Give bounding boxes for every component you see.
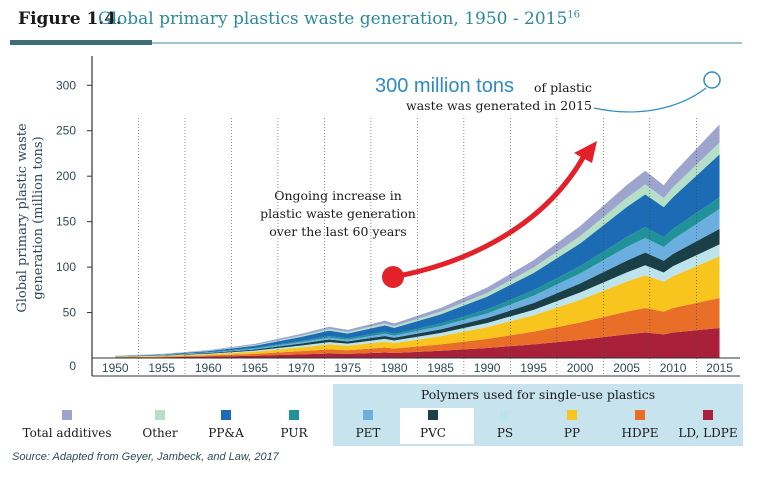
area-series-hdpe xyxy=(115,298,720,358)
figure-title-superscript: 16 xyxy=(567,9,581,21)
legend-swatch-pvc xyxy=(428,410,438,420)
callout-small-text-1: of plastic xyxy=(534,80,592,95)
x-tick-label: 1995 xyxy=(520,361,547,375)
legend-label-ld-ldpe: LD, LDPE xyxy=(678,426,737,440)
trend-text-line-3: over the last 60 years xyxy=(269,224,406,239)
x-tick-labels: 1950 1955 1960 1965 1970 1975 1980 1985 1990 1995… xyxy=(102,361,733,375)
legend-swatch-pp xyxy=(567,410,577,420)
trend-text-line-2: plastic waste generation xyxy=(260,206,416,221)
y-axis-label-line-1: Global primary plastic waste xyxy=(15,123,30,313)
legend-swatch-pur xyxy=(289,410,299,420)
y-tick-label: 250 xyxy=(56,124,76,138)
figure-title: Global primary plastics waste generation… xyxy=(98,9,580,29)
legend: Polymers used for single-use plastics To… xyxy=(23,384,743,446)
legend-swatch-hdpe xyxy=(635,410,645,420)
trend-arrow-dot-icon xyxy=(382,266,404,288)
header-rule-light xyxy=(152,42,742,44)
x-tick-label: 1965 xyxy=(241,361,268,375)
y-tick-label: 150 xyxy=(56,215,76,229)
area-series-ld-ldpe xyxy=(115,328,720,358)
legend-label-pp: PP xyxy=(564,426,580,440)
callout-annotation: 300 million tons of plastic waste was ge… xyxy=(375,71,721,113)
callout-big-text: 300 million tons xyxy=(375,75,514,97)
x-tick-label: 1975 xyxy=(334,361,361,375)
x-tick-label: 2015 xyxy=(706,361,733,375)
x-tick-label: 1990 xyxy=(474,361,501,375)
legend-label-pur: PUR xyxy=(280,426,308,440)
x-tick-label: 1980 xyxy=(381,361,408,375)
trend-annotation: Ongoing increase in plastic waste genera… xyxy=(260,141,597,288)
y-tick-label: 300 xyxy=(56,78,76,92)
axes-group xyxy=(87,56,740,377)
legend-items: Total additives Other PP&A PUR PET PVC PS PP HDP… xyxy=(23,410,738,440)
x-tick-label: 2005 xyxy=(613,361,640,375)
header-rule-dark xyxy=(10,40,152,45)
legend-label-total-additives: Total additives xyxy=(23,426,112,440)
legend-swatch-other xyxy=(155,410,165,420)
source-note: Source: Adapted from Geyer, Jambeck, and… xyxy=(12,451,279,463)
x-tick-label: 2000 xyxy=(567,361,594,375)
y-tick-label: 100 xyxy=(56,260,76,274)
figure-number: Figure 1.4. xyxy=(18,9,122,29)
y-tick-labels: 0 50 100 150 200 250 300 xyxy=(56,78,76,373)
legend-swatch-pet xyxy=(363,410,373,420)
legend-label-pp-a: PP&A xyxy=(208,426,244,440)
trend-text-line-1: Ongoing increase in xyxy=(274,188,402,203)
y-axis-label-line-2: generation (million tons) xyxy=(31,136,46,299)
legend-swatch-pp-a xyxy=(221,410,231,420)
figure-header: Figure 1.4. Global primary plastics wast… xyxy=(0,0,770,50)
figure-title-text: Global primary plastics waste generation… xyxy=(98,9,568,29)
callout-small-text-2: waste was generated in 2015 xyxy=(406,98,592,113)
legend-label-pet: PET xyxy=(356,426,381,440)
legend-swatch-total-additives xyxy=(62,410,72,420)
area-series-pp xyxy=(115,256,720,358)
legend-swatch-ps xyxy=(500,410,510,420)
y-tick-label: 0 xyxy=(69,359,76,373)
area-series-group xyxy=(115,124,720,358)
x-tick-label: 1950 xyxy=(102,361,129,375)
trend-arrow-line xyxy=(395,153,587,279)
x-tick-label: 1970 xyxy=(288,361,315,375)
callout-ring-icon xyxy=(703,71,721,89)
y-tick-label: 50 xyxy=(63,306,77,320)
callout-leader-line xyxy=(593,87,707,113)
x-tick-label: 1985 xyxy=(427,361,454,375)
x-tick-label: 1955 xyxy=(148,361,175,375)
legend-label-ps: PS xyxy=(497,426,513,440)
legend-label-hdpe: HDPE xyxy=(622,426,659,440)
legend-label-pvc: PVC xyxy=(420,426,446,440)
trend-arrow-head-icon xyxy=(574,141,597,163)
legend-label-other: Other xyxy=(142,426,177,440)
x-tick-label: 1960 xyxy=(195,361,222,375)
single-use-label: Polymers used for single-use plastics xyxy=(421,387,655,402)
y-tick-label: 200 xyxy=(56,169,76,183)
legend-swatch-ld-ldpe xyxy=(703,410,713,420)
x-tick-label: 2010 xyxy=(660,361,687,375)
